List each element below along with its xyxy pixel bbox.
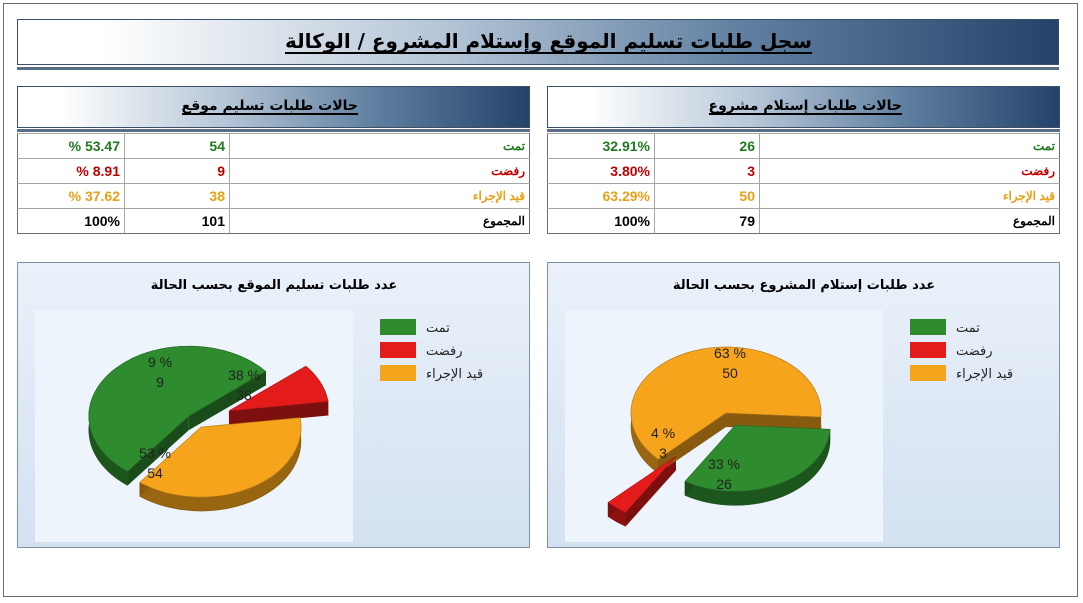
project-chart-panel: عدد طلبات إستلام المشروع بحسب الحالة 33 %…: [547, 262, 1060, 548]
percent-cell: % 37.62: [17, 183, 125, 209]
table-row: 100% 79 المجموع: [547, 208, 1060, 234]
slice-value-label: 3: [659, 445, 667, 461]
slice-percent-label: 63 %: [714, 345, 746, 361]
legend-label: قيد الإجراء: [426, 367, 483, 382]
count-cell: 54: [124, 133, 230, 159]
percent-cell: % 53.47: [17, 133, 125, 159]
slice-percent-label: 9 %: [148, 354, 172, 370]
site-table-title: حالات طلبات تسليم موقع: [181, 97, 358, 116]
status-label-cell: المجموع: [229, 208, 530, 234]
table-row: % 8.91 9 رفضت: [17, 158, 530, 184]
site-table-rule: [17, 129, 530, 132]
legend-label: رفضت: [956, 344, 993, 359]
percent-cell: 100%: [17, 208, 125, 234]
count-cell: 26: [654, 133, 760, 159]
status-label-cell: قيد الإجراء: [229, 183, 530, 209]
status-label-cell: قيد الإجراء: [759, 183, 1060, 209]
legend-label: تمت: [426, 321, 450, 336]
project-status-table: 32.91% 26 تمت 3.80% 3 رفضت 63.29% 50 قيد الإجراء…: [547, 133, 1060, 234]
count-cell: 79: [654, 208, 760, 234]
table-row: 3.80% 3 رفضت: [547, 158, 1060, 184]
pie-slice-قيد الإجراء: [139, 417, 302, 498]
slice-value-label: 9: [156, 374, 164, 390]
report-title: سجل طلبات تسليم الموقع وإستلام المشروع /…: [284, 28, 812, 54]
pie-slice-تمت: [684, 425, 831, 492]
pie-slice-wall: [658, 413, 726, 474]
project-table-header: حالات طلبات إستلام مشروع: [547, 86, 1060, 128]
slice-percent-label: 4 %: [651, 425, 675, 441]
project-table-title: حالات طلبات إستلام مشروع: [708, 97, 902, 116]
legend-label: قيد الإجراء: [956, 367, 1013, 382]
count-cell: 9: [124, 158, 230, 184]
site-pie-chart: عدد طلبات تسليم الموقع بحسب الحالة 53 % 54…: [35, 278, 483, 542]
report-frame: [3, 3, 1078, 597]
project-table-rule: [547, 129, 1060, 132]
slice-value-label: 38: [236, 387, 252, 403]
legend-swatch: [910, 342, 946, 358]
pie-slice-قيد الإجراء: [630, 346, 822, 460]
pie-slice-wall: [127, 416, 189, 486]
legend-label: تمت: [956, 321, 980, 336]
slice-percent-label: 33 %: [708, 456, 740, 472]
status-label-cell: المجموع: [759, 208, 1060, 234]
slice-percent-label: 38 %: [228, 367, 260, 383]
percent-cell: % 8.91: [17, 158, 125, 184]
status-label-cell: تمت: [229, 133, 530, 159]
site-chart-panel: عدد طلبات تسليم الموقع بحسب الحالة 53 % 54…: [17, 262, 530, 548]
site-status-table: % 53.47 54 تمت% 8.91 9 رفضت% 37.62 38 قيد الإج…: [17, 133, 530, 234]
chart-title: عدد طلبات تسليم الموقع بحسب الحالة: [151, 278, 398, 293]
percent-cell: 32.91%: [547, 133, 655, 159]
status-label-cell: تمت: [759, 133, 1060, 159]
title-rule: [17, 67, 1059, 70]
count-cell: 3: [654, 158, 760, 184]
legend-swatch: [380, 365, 416, 381]
percent-cell: 3.80%: [547, 158, 655, 184]
legend-label: رفضت: [426, 344, 463, 359]
slice-value-label: 50: [722, 365, 738, 381]
table-row: % 53.47 54 تمت: [17, 133, 530, 159]
count-cell: 101: [124, 208, 230, 234]
percent-cell: 100%: [547, 208, 655, 234]
pie-slice-wall: [188, 371, 266, 431]
site-table-header: حالات طلبات تسليم موقع: [17, 86, 530, 128]
slice-value-label: 54: [147, 465, 163, 481]
pie-slice-تمت: [88, 345, 267, 472]
count-cell: 38: [124, 183, 230, 209]
project-pie-chart: عدد طلبات إستلام المشروع بحسب الحالة 33 %…: [565, 278, 1013, 542]
table-row: 63.29% 50 قيد الإجراء: [547, 183, 1060, 209]
table-row: % 37.62 38 قيد الإجراء: [17, 183, 530, 209]
slice-percent-label: 53 %: [139, 445, 171, 461]
report-title-banner: سجل طلبات تسليم الموقع وإستلام المشروع /…: [17, 19, 1059, 65]
table-row: 32.91% 26 تمت: [547, 133, 1060, 159]
slice-value-label: 26: [716, 476, 732, 492]
legend-swatch: [380, 319, 416, 335]
legend-swatch: [910, 365, 946, 381]
status-label-cell: رفضت: [229, 158, 530, 184]
pie-slice-wall: [228, 401, 329, 425]
pie-slice-رفضت: [607, 456, 677, 513]
percent-cell: 63.29%: [547, 183, 655, 209]
status-label-cell: رفضت: [759, 158, 1060, 184]
legend-swatch: [910, 319, 946, 335]
count-cell: 50: [654, 183, 760, 209]
table-row: 100% 101 المجموع: [17, 208, 530, 234]
legend-swatch: [380, 342, 416, 358]
pie-slice-رفضت: [228, 365, 329, 412]
chart-title: عدد طلبات إستلام المشروع بحسب الحالة: [673, 278, 935, 293]
